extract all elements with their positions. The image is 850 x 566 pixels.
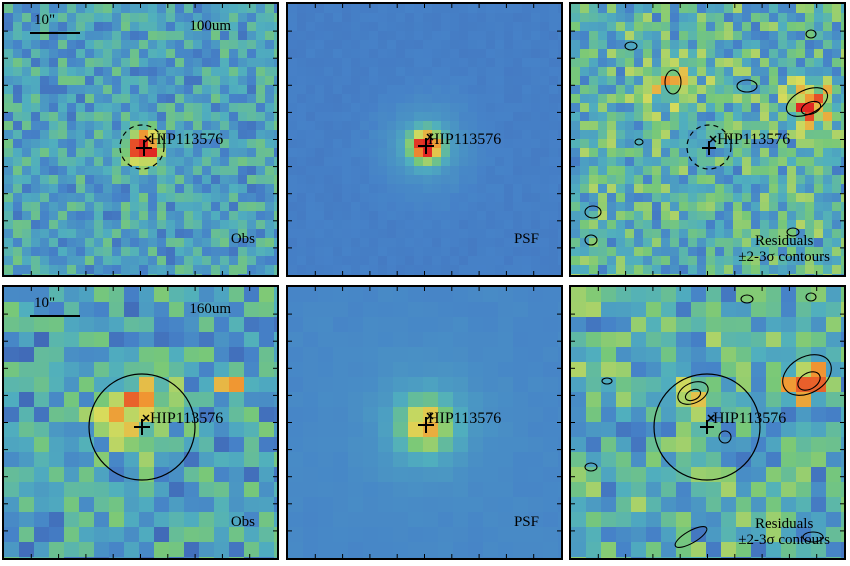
obs-100um-image <box>4 4 277 275</box>
target-cross <box>418 417 434 433</box>
pixel-grid <box>288 4 561 275</box>
target-cross <box>418 138 434 154</box>
residuals-label: Residuals ±2-3σ contours <box>738 516 830 548</box>
target-label: HIP113576 <box>428 410 502 427</box>
target-label: HIP113576 <box>150 410 224 427</box>
target-label: HIP113576 <box>713 410 787 427</box>
residuals-title: Residuals <box>754 516 814 532</box>
psf-160um-panel: HIP113576 PSF <box>286 285 563 560</box>
pixel-grid <box>4 4 277 275</box>
band-label-160um: 160um <box>189 301 231 317</box>
scale-bar-label: 10" <box>34 295 56 311</box>
residual-contours <box>584 292 832 548</box>
axis-ticks <box>4 4 277 275</box>
psf-label: PSF <box>513 514 539 530</box>
residuals-title: Residuals <box>754 233 814 249</box>
band-label-100um: 100um <box>189 18 231 34</box>
star-marker <box>144 135 152 143</box>
residuals-100um-image <box>571 4 844 275</box>
aperture-circle <box>88 373 196 481</box>
target-cross <box>136 140 152 156</box>
obs-160um-image <box>4 287 277 558</box>
axis-ticks <box>4 287 277 558</box>
pixel-grid <box>4 287 277 558</box>
axis-ticks <box>288 287 561 558</box>
residuals-160um-panel: HIP113576 Residuals ±2-3σ contours <box>569 285 846 560</box>
psf-label: PSF <box>513 231 539 247</box>
residuals-100um-panel: HIP113576 Residuals ±2-3σ contours <box>569 2 846 277</box>
target-label: HIP113576 <box>428 131 502 148</box>
contours-caption: ±2-3σ contours <box>738 532 830 548</box>
pixel-grid <box>288 287 561 558</box>
aperture-circle <box>119 124 165 170</box>
psf-160um-image <box>288 287 561 558</box>
residuals-160um-image <box>571 287 844 558</box>
obs-label: Obs <box>230 514 255 530</box>
star-marker <box>709 135 717 143</box>
contours-caption: ±2-3σ contours <box>738 249 830 265</box>
target-label: HIP113576 <box>150 131 224 148</box>
aperture-circle <box>686 124 732 170</box>
target-cross <box>700 420 714 434</box>
obs-label: Obs <box>230 231 255 247</box>
pixel-grid <box>571 4 844 275</box>
axis-ticks <box>571 287 844 558</box>
psf-100um-panel: HIP113576 PSF <box>286 2 563 277</box>
star-marker <box>426 412 434 420</box>
target-cross <box>702 141 716 155</box>
residuals-label: Residuals ±2-3σ contours <box>738 233 830 265</box>
star-marker <box>707 414 715 422</box>
star-marker <box>426 133 434 141</box>
scale-bar-label: 10" <box>34 12 56 28</box>
target-label: HIP113576 <box>717 131 791 148</box>
target-cross <box>134 419 150 435</box>
residual-contours <box>584 29 829 246</box>
aperture-circle <box>653 373 761 481</box>
obs-100um-panel: 10" 100um HIP113576 Obs <box>2 2 279 277</box>
obs-160um-panel: 10" 160um HIP113576 Obs <box>2 285 279 560</box>
axis-ticks <box>571 4 844 275</box>
star-marker <box>142 414 150 422</box>
axis-ticks <box>288 4 561 275</box>
psf-100um-image <box>288 4 561 275</box>
